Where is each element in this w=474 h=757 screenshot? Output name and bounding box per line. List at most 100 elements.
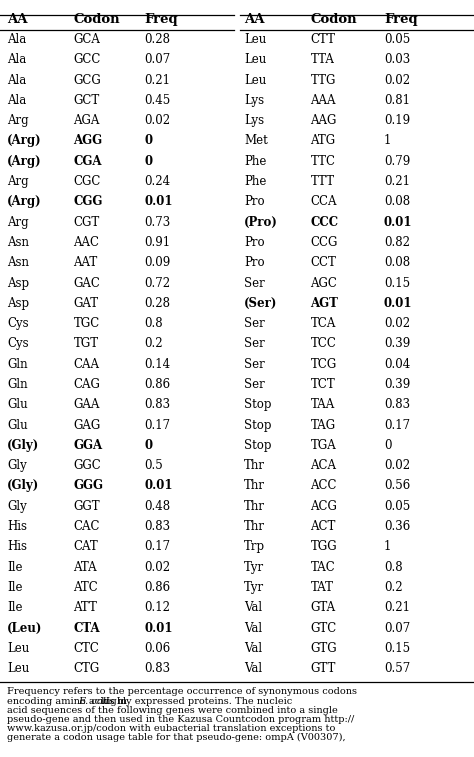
Text: ACC: ACC <box>310 479 337 493</box>
Text: CGC: CGC <box>73 175 101 188</box>
Text: 1: 1 <box>384 540 392 553</box>
Text: 0.04: 0.04 <box>384 358 410 371</box>
Text: GCG: GCG <box>73 73 101 86</box>
Text: AGC: AGC <box>310 276 337 289</box>
Text: 0: 0 <box>145 135 153 148</box>
Text: (Gly): (Gly) <box>7 439 39 452</box>
Text: generate a codon usage table for that pseudo-gene: ompA (V00307),: generate a codon usage table for that ps… <box>7 733 346 742</box>
Text: Tyr: Tyr <box>244 561 264 574</box>
Text: TGT: TGT <box>73 338 99 350</box>
Text: ATT: ATT <box>73 601 97 614</box>
Text: ACG: ACG <box>310 500 337 512</box>
Text: 0.02: 0.02 <box>145 561 171 574</box>
Text: 0.8: 0.8 <box>145 317 163 330</box>
Text: 0.09: 0.09 <box>145 256 171 269</box>
Text: TCG: TCG <box>310 358 337 371</box>
Text: 0.14: 0.14 <box>145 358 171 371</box>
Text: 0.83: 0.83 <box>145 662 171 675</box>
Text: 0.05: 0.05 <box>384 33 410 46</box>
Text: 0.45: 0.45 <box>145 94 171 107</box>
Text: pseudo-gene and then used in the Kazusa Countcodon program http://: pseudo-gene and then used in the Kazusa … <box>7 715 355 724</box>
Text: 0.07: 0.07 <box>145 53 171 67</box>
Text: 0.57: 0.57 <box>384 662 410 675</box>
Text: Lys: Lys <box>244 94 264 107</box>
Text: Ser: Ser <box>244 378 265 391</box>
Text: TCT: TCT <box>310 378 335 391</box>
Text: (Pro): (Pro) <box>244 216 278 229</box>
Text: CGT: CGT <box>73 216 100 229</box>
Text: Ser: Ser <box>244 276 265 289</box>
Text: 0.72: 0.72 <box>145 276 171 289</box>
Text: 0.56: 0.56 <box>384 479 410 493</box>
Text: 0.21: 0.21 <box>145 73 171 86</box>
Text: 0.06: 0.06 <box>145 642 171 655</box>
Text: CCC: CCC <box>310 216 338 229</box>
Text: Met: Met <box>244 135 268 148</box>
Text: Glu: Glu <box>7 419 28 431</box>
Text: Asp: Asp <box>7 276 29 289</box>
Text: GAT: GAT <box>73 297 99 310</box>
Text: (Arg): (Arg) <box>7 135 42 148</box>
Text: GTG: GTG <box>310 642 337 655</box>
Text: 0.28: 0.28 <box>145 33 171 46</box>
Text: 0: 0 <box>384 439 392 452</box>
Text: (Arg): (Arg) <box>7 154 42 168</box>
Text: 0: 0 <box>145 439 153 452</box>
Text: acid sequences of the following genes were combined into a single: acid sequences of the following genes we… <box>7 706 338 715</box>
Text: GGT: GGT <box>73 500 100 512</box>
Text: 0.17: 0.17 <box>145 540 171 553</box>
Text: Ser: Ser <box>244 338 265 350</box>
Text: TTG: TTG <box>310 73 336 86</box>
Text: 0.91: 0.91 <box>145 236 171 249</box>
Text: His: His <box>7 540 27 553</box>
Text: GAC: GAC <box>73 276 100 289</box>
Text: AAG: AAG <box>310 114 337 127</box>
Text: Gly: Gly <box>7 459 27 472</box>
Text: AAT: AAT <box>73 256 98 269</box>
Text: 0.36: 0.36 <box>384 520 410 533</box>
Text: GGC: GGC <box>73 459 101 472</box>
Text: highly expressed proteins. The nucleic: highly expressed proteins. The nucleic <box>98 696 292 706</box>
Text: Trp: Trp <box>244 540 265 553</box>
Text: TCA: TCA <box>310 317 336 330</box>
Text: Arg: Arg <box>7 175 29 188</box>
Text: ATA: ATA <box>73 561 97 574</box>
Text: TAC: TAC <box>310 561 335 574</box>
Text: Ala: Ala <box>7 94 27 107</box>
Text: Tyr: Tyr <box>244 581 264 594</box>
Text: AGA: AGA <box>73 114 100 127</box>
Text: Leu: Leu <box>244 73 266 86</box>
Text: Asn: Asn <box>7 236 29 249</box>
Text: AAA: AAA <box>310 94 336 107</box>
Text: AGG: AGG <box>73 135 102 148</box>
Text: 0.15: 0.15 <box>384 276 410 289</box>
Text: GCT: GCT <box>73 94 100 107</box>
Text: Codon: Codon <box>310 13 357 26</box>
Text: Gly: Gly <box>7 500 27 512</box>
Text: GTT: GTT <box>310 662 336 675</box>
Text: AA: AA <box>7 13 27 26</box>
Text: TGA: TGA <box>310 439 336 452</box>
Text: Freq: Freq <box>145 13 178 26</box>
Text: (Ser): (Ser) <box>244 297 277 310</box>
Text: CAG: CAG <box>73 378 100 391</box>
Text: 0.17: 0.17 <box>384 419 410 431</box>
Text: TAT: TAT <box>310 581 334 594</box>
Text: 0.79: 0.79 <box>384 154 410 168</box>
Text: 0.81: 0.81 <box>384 94 410 107</box>
Text: Ile: Ile <box>7 581 23 594</box>
Text: GGA: GGA <box>73 439 102 452</box>
Text: Stop: Stop <box>244 398 272 411</box>
Text: TGC: TGC <box>73 317 100 330</box>
Text: TTT: TTT <box>310 175 335 188</box>
Text: Leu: Leu <box>7 662 29 675</box>
Text: Leu: Leu <box>244 53 266 67</box>
Text: CAA: CAA <box>73 358 100 371</box>
Text: TAG: TAG <box>310 419 336 431</box>
Text: TTA: TTA <box>310 53 334 67</box>
Text: 0.01: 0.01 <box>145 621 173 634</box>
Text: Lys: Lys <box>244 114 264 127</box>
Text: CGA: CGA <box>73 154 102 168</box>
Text: CAC: CAC <box>73 520 100 533</box>
Text: 0.01: 0.01 <box>145 195 173 208</box>
